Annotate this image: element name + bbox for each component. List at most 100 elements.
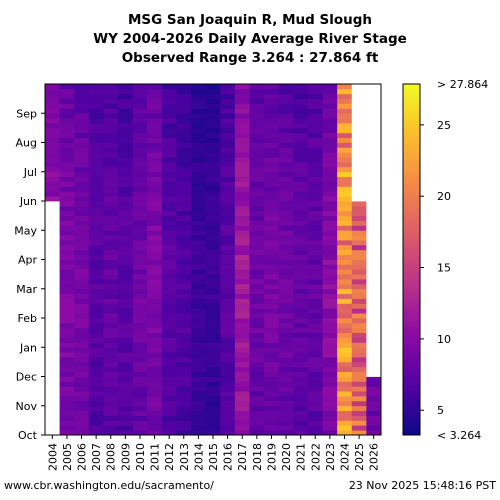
heatmap-cell [88, 430, 104, 436]
heatmap-cell [132, 269, 148, 275]
heatmap-cell [161, 201, 177, 207]
heatmap-cell [176, 215, 192, 221]
heatmap-cell [366, 196, 382, 202]
heatmap-cell [118, 123, 134, 129]
heatmap-cell [205, 415, 221, 421]
heatmap-cell [307, 264, 323, 270]
heatmap-cell [351, 366, 367, 373]
heatmap-cell [337, 332, 353, 338]
heatmap-cell [278, 205, 294, 212]
heatmap-cell [161, 376, 177, 382]
heatmap-cell [176, 366, 192, 373]
heatmap-cell [45, 240, 61, 246]
heatmap-cell [74, 93, 90, 100]
heatmap-cell [307, 361, 323, 368]
heatmap-cell [249, 332, 265, 338]
heatmap-cell [249, 254, 265, 260]
colorbar-segment [403, 353, 420, 357]
heatmap-cell [307, 283, 323, 290]
heatmap-cell [205, 127, 221, 134]
heatmap-cell [161, 361, 177, 368]
heatmap-cell [220, 288, 236, 295]
heatmap-cell [176, 84, 192, 90]
heatmap-cell [103, 357, 119, 363]
heatmap-cell [337, 157, 353, 163]
heatmap-cell [205, 313, 221, 319]
heatmap-cell [118, 103, 134, 109]
heatmap-cell [59, 405, 75, 412]
heatmap-cell [351, 137, 367, 143]
colorbar-segment [403, 92, 420, 97]
heatmap-cell [322, 337, 338, 343]
colorbar-segment [403, 382, 420, 386]
heatmap-cell [88, 337, 104, 343]
heatmap-cell [45, 191, 61, 197]
heatmap-cell [118, 405, 134, 412]
heatmap-cell [147, 366, 163, 373]
heatmap-cell [74, 425, 90, 431]
heatmap-cell [103, 254, 119, 260]
heatmap-cell [234, 240, 250, 246]
y-tick-label: Sep [16, 107, 37, 120]
heatmap-cell [45, 274, 61, 280]
heatmap-cell [264, 298, 280, 304]
heatmap-cell [88, 123, 104, 129]
heatmap-cell [118, 322, 134, 329]
heatmap-cell [161, 162, 177, 168]
heatmap-cell [45, 361, 61, 368]
heatmap-cell [74, 235, 90, 241]
heatmap-cell [220, 186, 236, 192]
colorbar-segment [403, 239, 420, 243]
heatmap-cell [278, 108, 294, 114]
heatmap-cell [307, 240, 323, 246]
heatmap-cell [307, 210, 323, 217]
heatmap-cell [147, 225, 163, 231]
heatmap-cell [293, 166, 309, 173]
heatmap-cell [293, 181, 309, 187]
heatmap-cell [161, 293, 177, 299]
heatmap-cell [118, 186, 134, 192]
heatmap-cell [191, 342, 207, 348]
heatmap-cell [351, 118, 367, 124]
heatmap-cell [118, 210, 134, 217]
heatmap-cell [118, 93, 134, 100]
heatmap-cell [366, 430, 382, 436]
heatmap-cell [307, 425, 323, 431]
heatmap-cell [176, 264, 192, 270]
heatmap-cell [249, 391, 265, 397]
heatmap-cell [351, 186, 367, 192]
heatmap-cell [176, 269, 192, 275]
heatmap-cell [161, 157, 177, 163]
heatmap-cell [176, 127, 192, 134]
heatmap-cell [191, 108, 207, 114]
heatmap-cell [205, 191, 221, 197]
heatmap-cell [103, 88, 119, 95]
heatmap-cell [59, 186, 75, 192]
heatmap-cell [264, 162, 280, 168]
colorbar-segment [403, 256, 420, 260]
heatmap-cell [147, 415, 163, 421]
heatmap-cell [205, 391, 221, 397]
heatmap-cell [293, 410, 309, 416]
heatmap-cell [249, 361, 265, 368]
heatmap-cell [103, 84, 119, 90]
heatmap-cell [205, 84, 221, 90]
heatmap-cell [337, 196, 353, 202]
heatmap-cell [220, 220, 236, 226]
heatmap-cell [176, 210, 192, 217]
colorbar-segment [403, 294, 420, 299]
heatmap-cell [337, 254, 353, 260]
heatmap-cell [220, 274, 236, 280]
heatmap-cell [176, 249, 192, 256]
heatmap-cell [337, 269, 353, 275]
heatmap-cell [147, 425, 163, 431]
heatmap-cell [59, 108, 75, 114]
heatmap-cell [74, 166, 90, 173]
heatmap-cell [176, 147, 192, 153]
heatmap-cell [118, 137, 134, 143]
heatmap-cell [351, 361, 367, 368]
heatmap-cell [278, 171, 294, 178]
heatmap-cell [322, 215, 338, 221]
heatmap-cell [234, 225, 250, 231]
heatmap-cell [205, 318, 221, 324]
